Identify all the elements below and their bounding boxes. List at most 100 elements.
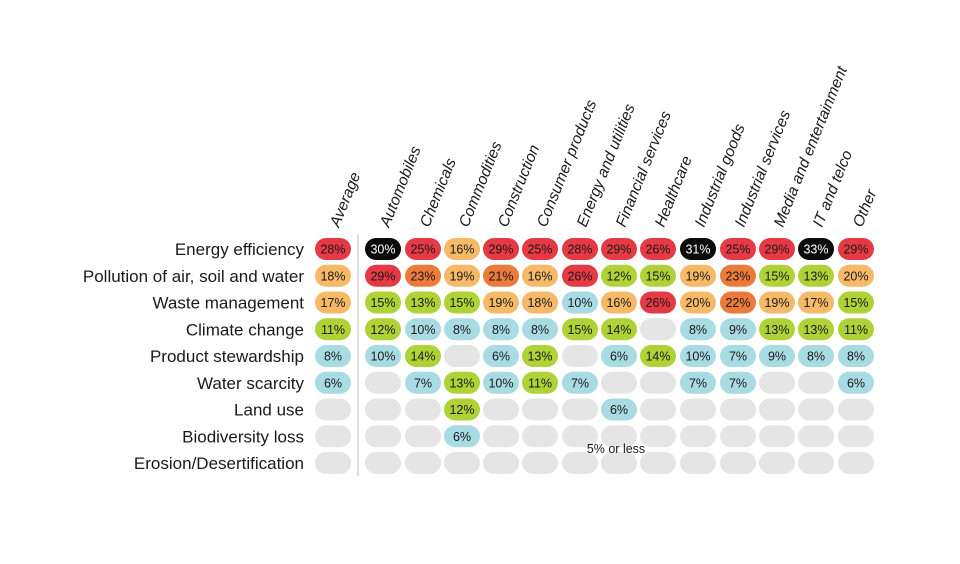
heatmap-cell: 29% xyxy=(838,238,874,260)
cell-shape xyxy=(315,452,351,474)
cell-shape xyxy=(759,345,795,367)
row-label: Erosion/Desertification xyxy=(134,454,304,473)
heatmap-cell: 7% xyxy=(680,371,716,394)
heatmap-cell: 7% xyxy=(720,371,756,394)
cell-value: 18% xyxy=(320,269,345,283)
cell-shape xyxy=(405,238,441,260)
cell-value: 20% xyxy=(685,296,710,310)
heatmap-cell: 14% xyxy=(640,345,676,367)
cell-shape xyxy=(522,345,558,367)
cell-shape xyxy=(365,452,401,474)
cell-shape xyxy=(798,345,834,367)
heatmap-cell: 13% xyxy=(798,318,834,341)
column-label: Average xyxy=(327,170,365,231)
heatmap-cell xyxy=(798,371,834,394)
heatmap-cell: 16% xyxy=(601,291,637,314)
heatmap-cell xyxy=(315,425,351,448)
cell-value: 25% xyxy=(725,243,750,257)
heatmap-cell: 21% xyxy=(483,264,519,287)
cell-shape xyxy=(405,264,441,287)
heatmap-cell xyxy=(680,398,716,421)
cell-value: 15% xyxy=(567,323,592,337)
cell-shape xyxy=(444,318,480,341)
cell-shape xyxy=(365,318,401,341)
cell-value: 7% xyxy=(729,376,747,390)
heatmap-cell: 13% xyxy=(759,318,795,341)
cell-shape xyxy=(522,371,558,394)
heatmap-cell: 18% xyxy=(315,264,351,287)
cell-shape xyxy=(562,398,598,421)
row-label: Energy efficiency xyxy=(175,240,305,259)
cell-shape xyxy=(562,345,598,367)
heatmap-cell: 19% xyxy=(680,264,716,287)
cell-shape xyxy=(720,425,756,448)
cell-shape xyxy=(680,345,716,367)
cell-value: 13% xyxy=(764,323,789,337)
cell-value: 29% xyxy=(606,243,631,257)
cell-shape xyxy=(680,452,716,474)
heatmap-cell xyxy=(315,398,351,421)
heatmap-cell: 8% xyxy=(444,318,480,341)
cell-value: 29% xyxy=(843,243,868,257)
cell-shape xyxy=(365,264,401,287)
heatmap-cells: 28% 30% 25% 16% 29% 25% 28% 29% 26% 31% 25% 29% 33% 2… xyxy=(315,238,874,474)
heatmap-cell: 30% xyxy=(365,238,401,260)
cell-shape xyxy=(838,291,874,314)
cell-shape xyxy=(759,425,795,448)
heatmap-cell: 10% xyxy=(365,345,401,367)
cell-value: 15% xyxy=(449,296,474,310)
heatmap-cell: 10% xyxy=(562,291,598,314)
cell-shape xyxy=(759,371,795,394)
heatmap-cell: 7% xyxy=(720,345,756,367)
heatmap-cell: 23% xyxy=(720,264,756,287)
heatmap-cell: 15% xyxy=(838,291,874,314)
cell-shape xyxy=(483,425,519,448)
heatmap-cell xyxy=(759,398,795,421)
heatmap-cell xyxy=(640,398,676,421)
cell-shape xyxy=(444,452,480,474)
cell-shape xyxy=(640,425,676,448)
heatmap-cell: 13% xyxy=(798,264,834,287)
cell-shape xyxy=(444,425,480,448)
cell-shape xyxy=(365,291,401,314)
cell-shape xyxy=(759,291,795,314)
cell-value: 10% xyxy=(488,376,513,390)
cell-value: 29% xyxy=(764,243,789,257)
cell-value: 6% xyxy=(453,430,471,444)
cell-shape xyxy=(365,371,401,394)
cell-shape xyxy=(798,452,834,474)
heatmap-cell: 6% xyxy=(601,345,637,367)
heatmap-cell: 29% xyxy=(759,238,795,260)
heatmap-cell: 8% xyxy=(483,318,519,341)
cell-shape xyxy=(838,371,874,394)
cell-shape xyxy=(798,291,834,314)
cell-value: 11% xyxy=(321,323,345,337)
column-label: Media and entertainment xyxy=(771,64,851,230)
heatmap-cell: 12% xyxy=(601,264,637,287)
cell-shape xyxy=(315,264,351,287)
heatmap-cell: 20% xyxy=(838,264,874,287)
cell-value: 20% xyxy=(843,269,868,283)
cell-shape xyxy=(640,318,676,341)
cell-value: 33% xyxy=(803,243,828,257)
cell-value: 11% xyxy=(844,323,868,337)
cell-shape xyxy=(838,425,874,448)
cell-value: 13% xyxy=(449,376,474,390)
cell-value: 13% xyxy=(527,350,552,364)
heatmap-cell: 15% xyxy=(365,291,401,314)
heatmap-cell: 17% xyxy=(315,291,351,314)
cell-value: 8% xyxy=(324,350,342,364)
cell-value: 9% xyxy=(729,323,747,337)
cell-shape xyxy=(405,345,441,367)
heatmap-cell xyxy=(365,371,401,394)
cell-value: 7% xyxy=(729,350,747,364)
heatmap-cell xyxy=(562,452,598,474)
heatmap-cell: 12% xyxy=(444,398,480,421)
cell-value: 19% xyxy=(449,269,474,283)
heatmap-cell xyxy=(562,345,598,367)
cell-shape xyxy=(365,345,401,367)
heatmap-cell: 26% xyxy=(562,264,598,287)
heatmap-cell xyxy=(483,425,519,448)
cell-shape xyxy=(838,264,874,287)
cell-value: 15% xyxy=(764,269,789,283)
